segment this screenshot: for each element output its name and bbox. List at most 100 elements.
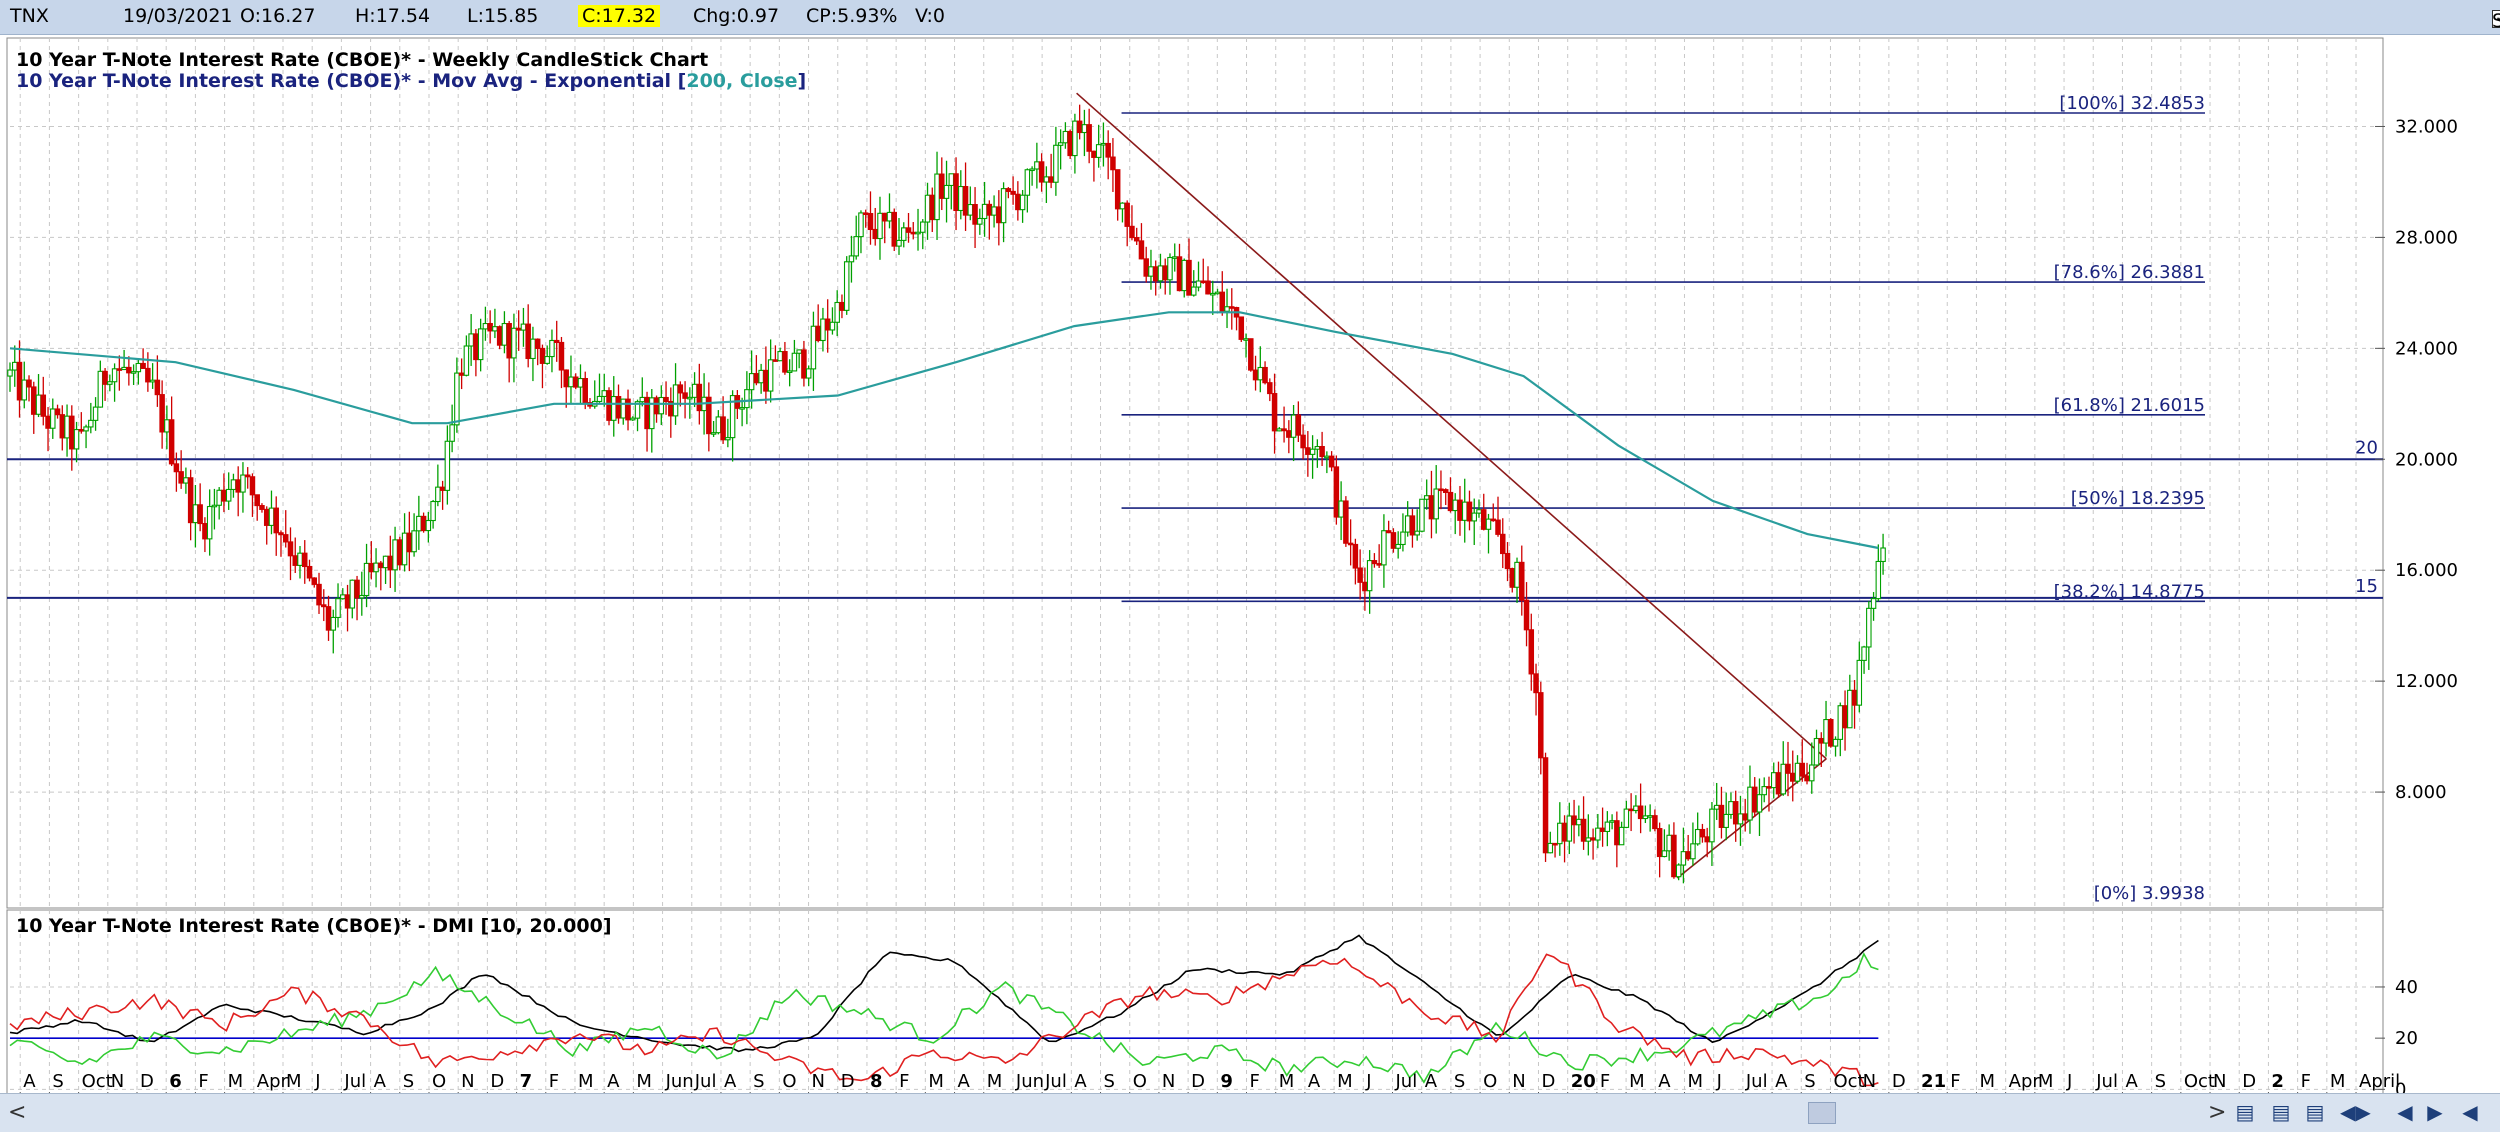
candle-down bbox=[962, 185, 969, 216]
scroll-left-arrow-icon[interactable]: < bbox=[8, 1100, 27, 1125]
candle-up bbox=[981, 203, 988, 220]
candle-up bbox=[1419, 498, 1425, 532]
candle-up bbox=[834, 301, 840, 323]
candle-down bbox=[1775, 772, 1782, 795]
ema-legend: 10 Year T-Note Interest Rate (CBOE)* - M… bbox=[16, 70, 806, 92]
price-grid bbox=[10, 38, 2383, 908]
x-tick-label: J bbox=[1365, 1071, 1371, 1092]
candle-down bbox=[1699, 828, 1706, 838]
candle-up bbox=[729, 395, 736, 439]
candle-up bbox=[1433, 488, 1439, 520]
x-tick-label: S bbox=[1454, 1071, 1465, 1092]
x-tick-label: M bbox=[1279, 1071, 1295, 1092]
candle-down bbox=[801, 349, 807, 379]
candle-down bbox=[1571, 815, 1577, 826]
candle-up bbox=[401, 532, 408, 566]
candle-down bbox=[986, 203, 993, 216]
candle-up bbox=[1195, 280, 1202, 288]
candle-up bbox=[1623, 808, 1630, 828]
candle-up bbox=[991, 206, 997, 216]
candle-up bbox=[1100, 142, 1107, 146]
candle-down bbox=[1790, 772, 1796, 782]
candle-up bbox=[392, 539, 398, 571]
candle-up bbox=[1395, 543, 1401, 549]
candle-up bbox=[121, 366, 127, 371]
candle-up bbox=[1647, 815, 1653, 818]
candle-down bbox=[1067, 130, 1073, 157]
candle-up bbox=[340, 594, 346, 600]
x-tick-label: Oct bbox=[1833, 1071, 1864, 1092]
candle-up bbox=[1609, 820, 1615, 823]
candle-up bbox=[1866, 607, 1872, 648]
zoom-button-3-icon[interactable]: ▤ bbox=[2305, 1100, 2325, 1124]
zoom-button-2-icon[interactable]: ▤ bbox=[2271, 1100, 2291, 1124]
fit-button-icon[interactable]: ◀▶ bbox=[2340, 1100, 2371, 1124]
candle-up bbox=[1214, 291, 1221, 295]
x-tick-label: F bbox=[899, 1071, 909, 1092]
candle-up bbox=[211, 504, 218, 508]
candle-down bbox=[1271, 393, 1278, 432]
x-tick-label: O bbox=[782, 1071, 796, 1092]
candle-up bbox=[758, 369, 764, 384]
candle-down bbox=[1599, 827, 1606, 832]
candle-down bbox=[539, 347, 546, 364]
candle-up bbox=[820, 318, 826, 342]
candle-down bbox=[45, 415, 51, 429]
candle-down bbox=[1205, 280, 1211, 295]
scroll-right-arrow-icon[interactable]: > bbox=[2208, 1100, 2227, 1125]
go-start-button-icon[interactable]: ◀ bbox=[2462, 1100, 2478, 1124]
step-right-button-icon[interactable]: ▶ bbox=[2427, 1100, 2443, 1124]
candle-up bbox=[12, 361, 18, 371]
candle-up bbox=[330, 616, 337, 631]
candle-down bbox=[1281, 428, 1287, 432]
candle-up bbox=[1366, 560, 1373, 592]
candle-down bbox=[644, 396, 650, 430]
candle-up bbox=[501, 323, 508, 346]
zoom-button-1-icon[interactable]: ▤ bbox=[2235, 1100, 2255, 1124]
dmi-di_plus-line bbox=[9, 952, 1879, 1084]
candle-up bbox=[1713, 804, 1720, 810]
candle-down bbox=[1143, 258, 1149, 277]
candle-down bbox=[420, 515, 427, 532]
candle-up bbox=[630, 417, 636, 421]
price-y-tick-label: 28.000 bbox=[2395, 227, 2458, 248]
horizontal-line-label: 20 bbox=[2355, 437, 2378, 458]
candle-down bbox=[939, 173, 945, 199]
show-last-checkbox-icon[interactable]: ✓ bbox=[2492, 10, 2500, 28]
candle-up bbox=[601, 390, 608, 398]
candle-down bbox=[1742, 813, 1748, 821]
candle-down bbox=[872, 228, 878, 240]
dmi-di_minus-line bbox=[9, 953, 1879, 1087]
candle-up bbox=[920, 221, 926, 233]
candle-up bbox=[1809, 764, 1815, 782]
candle-down bbox=[1495, 519, 1501, 535]
candle-up bbox=[97, 370, 104, 408]
candle-down bbox=[126, 366, 132, 374]
candle-down bbox=[1704, 836, 1710, 843]
candle-up bbox=[192, 504, 199, 524]
candle-up bbox=[948, 173, 955, 186]
candle-up bbox=[149, 379, 156, 383]
candle-down bbox=[1347, 542, 1354, 546]
fib-level-label: [0%] 3.9938 bbox=[2094, 883, 2205, 904]
x-tick-label: Oct bbox=[2184, 1071, 2215, 1092]
candle-up bbox=[64, 415, 70, 439]
price-y-tick-label: 8.000 bbox=[2395, 782, 2447, 803]
candle-down bbox=[1580, 818, 1587, 842]
candle-down bbox=[1352, 543, 1359, 569]
candle-down bbox=[1828, 719, 1834, 747]
change-value: Chg:0.97 bbox=[693, 5, 780, 27]
candle-up bbox=[725, 437, 731, 441]
candle-up bbox=[1847, 689, 1853, 729]
candle-down bbox=[1133, 237, 1140, 242]
x-tick-label: M bbox=[2038, 1071, 2054, 1092]
scroll-thumb[interactable] bbox=[1808, 1102, 1836, 1124]
step-left-button-icon[interactable]: ◀ bbox=[2397, 1100, 2413, 1124]
dmi-panel[interactable]: 40 20 0 10 Year T-Note Interest Rate (CBOE… bbox=[6, 909, 2418, 1093]
x-tick-label: N bbox=[1162, 1071, 1175, 1092]
candle-down bbox=[891, 211, 897, 247]
candle-down bbox=[1238, 316, 1245, 340]
x-tick-label: 7 bbox=[520, 1071, 533, 1092]
